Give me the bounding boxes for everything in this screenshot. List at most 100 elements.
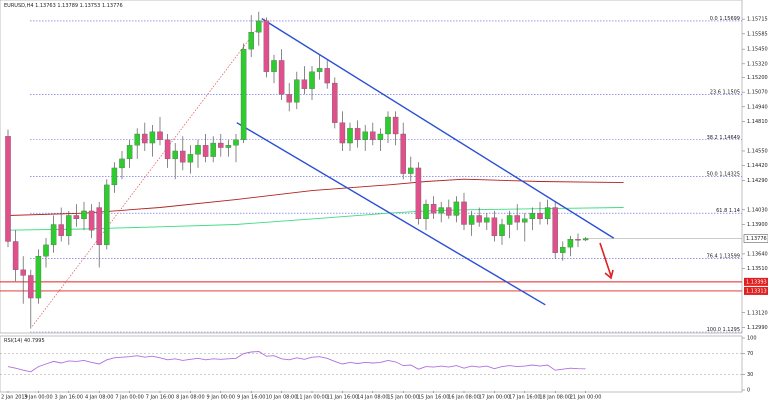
candle-body (187, 154, 194, 163)
y-tick-label: 1.13900 (747, 222, 768, 228)
y-tick-label: 1.15070 (747, 90, 768, 96)
candle-body (240, 48, 247, 140)
y-tick-label: 1.15200 (747, 75, 768, 81)
fib-level-value: 1.14 (729, 208, 740, 214)
y-tick-label: 1.13640 (747, 251, 768, 257)
candle-body (126, 145, 133, 160)
x-tick-label: 4 Jan 08:00 (85, 395, 113, 401)
x-tick-label: 9 Jan 16:00 (237, 395, 265, 401)
x-tick-label: 11 Jan 16:00 (327, 395, 359, 401)
fib-label: 38.2 1.14649 (707, 134, 740, 140)
fib-label: 61.8 1.14 (716, 208, 740, 214)
fib-level-name: 0.0 (710, 15, 718, 21)
y-tick-label: 1.15320 (747, 61, 768, 67)
candle-body (43, 244, 49, 257)
x-tick-label: 17 Jan 00:00 (479, 395, 511, 401)
y-tick-label: 1.13120 (747, 310, 768, 316)
support-label: 1.13313 (746, 288, 767, 294)
candle-body (377, 133, 384, 140)
channel-line (261, 18, 615, 239)
candle-body (522, 218, 528, 223)
current-price-box (743, 234, 768, 243)
fib-level-value: 1.14325 (719, 171, 740, 177)
candle-body (20, 269, 26, 276)
direction-arrow (599, 242, 614, 280)
candle-body (354, 128, 361, 140)
chart-header: EURUSD,H4 1.13763 1.13789 1.13753 1.1377… (4, 3, 123, 9)
fib-label: 23.6 1.1505 (710, 89, 740, 95)
candle-body (195, 145, 201, 155)
y-tick-label: 1.14030 (747, 207, 768, 213)
fib-level-value: 1.15699 (719, 15, 740, 21)
rsi-tick-label: 70 (747, 351, 753, 357)
fib-level-value: 1.1295 (723, 327, 741, 333)
candle-body (567, 239, 574, 248)
candle-body (339, 122, 346, 144)
fib-label: 50.0 1.14325 (707, 171, 740, 177)
candle-body (582, 238, 589, 241)
x-tick-label: 7 Jan 00:00 (115, 395, 143, 401)
x-tick-label: 3 Jan 00:00 (24, 395, 52, 401)
moving-average (7, 207, 624, 231)
y-tick-label: 1.13510 (747, 266, 768, 272)
candle-body (423, 203, 429, 220)
rsi-panel (0, 335, 743, 393)
x-tick-label: 11 Jan 00:00 (296, 395, 328, 401)
candle-body (248, 32, 254, 50)
last-low: 1.13753 (80, 3, 101, 9)
fib-level-name: 50.0 (707, 171, 718, 177)
candle-body (560, 246, 566, 253)
support-label-box (744, 277, 768, 286)
x-tick-label: 18 Jan 08:00 (539, 395, 571, 401)
rsi-line (7, 351, 586, 373)
candle-body (370, 131, 376, 140)
last-close: 1.13776 (102, 3, 123, 9)
candle-body (544, 207, 551, 220)
candle-body (484, 217, 490, 223)
y-tick-label: 1.14940 (747, 104, 768, 110)
fib-anchor (32, 18, 266, 327)
candle-body (278, 60, 285, 95)
rsi-label: RSI(14) (4, 338, 22, 344)
y-tick-label: 1.14810 (747, 119, 768, 125)
rsi-last: 40.7995 (24, 338, 45, 344)
x-tick-label: 8 Jan 08:00 (176, 395, 204, 401)
fib-level-value: 1.14649 (719, 134, 740, 140)
x-tick-label: 14 Jan 08:00 (357, 395, 389, 401)
candle-body (134, 133, 140, 146)
rsi-tick-label: 100 (747, 336, 757, 342)
fib-level-name: 23.6 (710, 89, 721, 95)
price-panel (0, 0, 743, 334)
candle-body (271, 60, 277, 72)
candle-body (104, 184, 110, 246)
candle-body (332, 82, 338, 123)
x-tick-label: 3 Jan 16:00 (55, 395, 83, 401)
rsi-tick-label: 0 (747, 388, 750, 394)
candle-body (385, 116, 391, 135)
candle-body (164, 139, 171, 160)
fib-level-name: 76.4 (707, 253, 718, 259)
candle-body (225, 145, 232, 148)
candle-body (149, 131, 156, 144)
candle-body (119, 158, 125, 169)
candle-body (50, 224, 57, 246)
candle-body (408, 167, 414, 174)
candle-body (476, 215, 482, 223)
candle-body (400, 133, 406, 174)
candle-body (202, 145, 209, 157)
x-tick-label: 15 Jan 16:00 (418, 395, 450, 401)
candle-body (415, 167, 422, 220)
candle-body (210, 142, 216, 157)
candle-body (438, 207, 444, 214)
candle-body (294, 79, 300, 103)
support-label: 1.13393 (746, 279, 767, 285)
y-tick-label: 1.15585 (747, 31, 768, 37)
current-price-label: 1.13776 (746, 236, 767, 242)
candle-body (362, 131, 368, 140)
candle-body (5, 136, 11, 242)
x-tick-label: 10 Jan 08:00 (266, 395, 298, 401)
candle-body (263, 20, 270, 72)
symbol: EURUSD,H4 (4, 3, 34, 9)
candle-body (491, 217, 498, 236)
